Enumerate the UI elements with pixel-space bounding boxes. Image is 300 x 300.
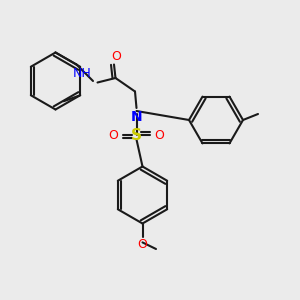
Text: N: N <box>131 110 142 124</box>
Text: O: O <box>109 128 118 142</box>
Text: O: O <box>154 128 164 142</box>
Text: NH: NH <box>73 68 92 80</box>
Text: S: S <box>131 128 142 142</box>
Text: O: O <box>111 50 121 63</box>
Text: O: O <box>138 238 147 251</box>
